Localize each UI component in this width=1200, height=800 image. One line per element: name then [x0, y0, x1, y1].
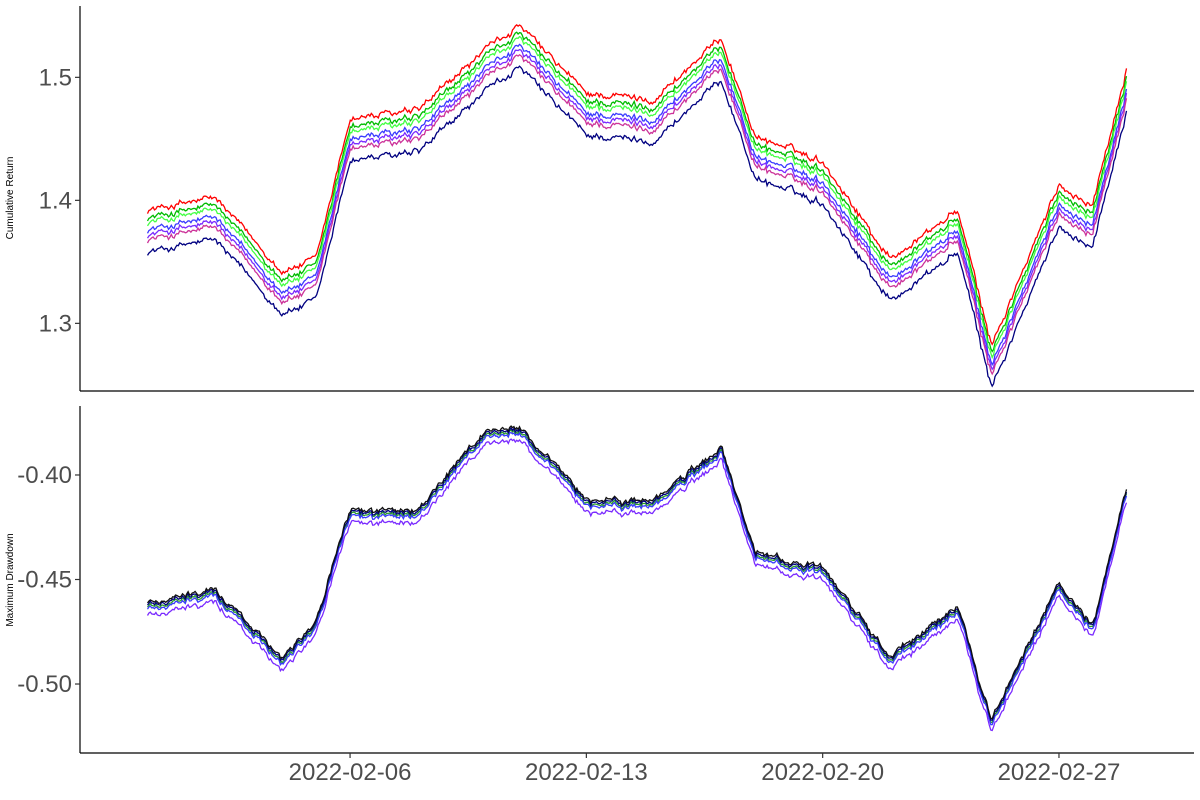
y-tick-label: -0.40: [17, 462, 72, 489]
maximum-drawdown-y-ticks: -0.50 -0.45 -0.40: [17, 462, 80, 698]
cumulative-return-y-title: Cumulative Return: [5, 157, 16, 240]
x-tick-label: 2022-02-20: [761, 759, 884, 786]
series-line-3: [146, 438, 1128, 732]
cumulative-return-panel: 1.3 1.4 1.5 Cumulative Return: [5, 6, 1194, 392]
y-tick-label: 1.5: [39, 64, 72, 91]
series-line-6: [146, 65, 1128, 388]
x-tick-label: 2022-02-27: [998, 759, 1121, 786]
series-line-0: [146, 24, 1128, 346]
y-tick-label: 1.4: [39, 187, 72, 214]
series-line-5: [146, 53, 1128, 376]
series-line-2: [146, 426, 1128, 721]
date-x-ticks: 2022-02-06 2022-02-13 2022-02-20 2022-02-27: [289, 753, 1121, 786]
series-line-1: [146, 31, 1128, 353]
series-line-2: [146, 35, 1128, 360]
x-tick-label: 2022-02-06: [289, 759, 412, 786]
series-line-1: [146, 431, 1128, 726]
series-line-3: [146, 43, 1128, 367]
series-line-4: [146, 425, 1128, 720]
y-tick-label: -0.45: [17, 567, 72, 594]
maximum-drawdown-series: [146, 425, 1128, 732]
x-tick-label: 2022-02-13: [525, 759, 648, 786]
cumulative-return-y-ticks: 1.3 1.4 1.5: [39, 64, 80, 337]
y-tick-label: -0.50: [17, 671, 72, 698]
maximum-drawdown-panel: -0.50-0.45-0.40 2022-02-06 2022-02-13 2022…: [5, 406, 1194, 786]
maximum-drawdown-y-title: Maximum Drawdown: [5, 533, 16, 626]
cumulative-return-series: [146, 24, 1128, 388]
series-line-4: [146, 48, 1128, 371]
y-tick-label: 1.3: [39, 310, 72, 337]
series-line-0: [146, 429, 1128, 724]
